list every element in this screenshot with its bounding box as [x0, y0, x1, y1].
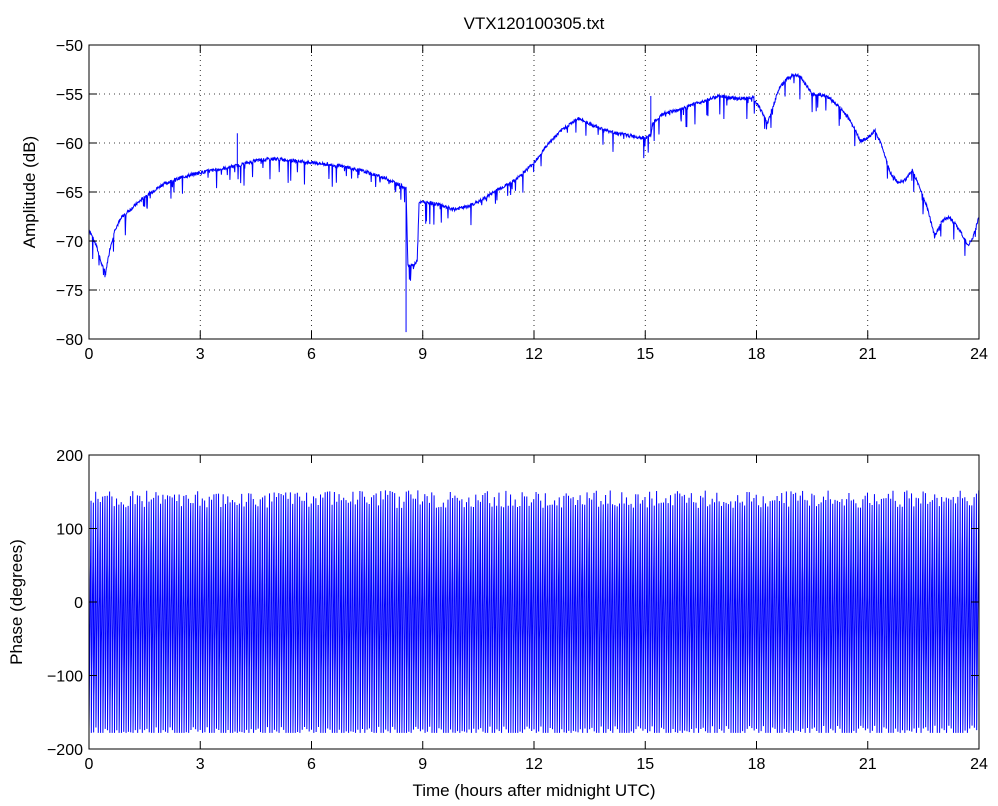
amplitude-y-tick-label: −75: [56, 283, 83, 300]
amplitude-line: [88, 72, 980, 333]
phase-y-tick-label: 200: [56, 448, 83, 465]
phase-x-tick-label: 24: [970, 756, 988, 773]
phase-y-tick-label: −200: [47, 742, 83, 759]
amplitude-x-tick-label: 0: [85, 346, 94, 363]
amplitude-x-tick-label: 6: [307, 346, 316, 363]
phase-x-tick-label: 15: [636, 756, 654, 773]
amplitude-y-tick-label: −50: [56, 38, 83, 55]
amplitude-series: [88, 72, 980, 333]
phase-x-label: Time (hours after midnight UTC): [412, 781, 655, 800]
amplitude-x-tick-label: 24: [970, 346, 988, 363]
amplitude-grid: [89, 45, 979, 339]
amplitude-x-tick-label: 15: [636, 346, 654, 363]
amplitude-plot: VTX120100305.txt 0 3 6 9 12 15 18 21 24 −80 −75 −70…: [20, 14, 988, 363]
phase-x-tick-label: 9: [418, 756, 427, 773]
amplitude-x-tick-label: 12: [525, 346, 543, 363]
amplitude-y-tick-label: −70: [56, 234, 83, 251]
phase-y-tick-label: −100: [47, 669, 83, 686]
amplitude-y-tick-label: −55: [56, 87, 83, 104]
amplitude-x-tick-label: 21: [859, 346, 877, 363]
chart-title: VTX120100305.txt: [464, 14, 605, 33]
phase-x-tick-label: 21: [859, 756, 877, 773]
phase-x-tick-label: 3: [196, 756, 205, 773]
phase-x-tick-label: 6: [307, 756, 316, 773]
phase-ticks: 0 3 6 9 12 15 18 21 24 −200 −100 0 100 200: [47, 448, 988, 773]
amplitude-x-tick-label: 3: [196, 346, 205, 363]
amplitude-y-label: Amplitude (dB): [20, 136, 39, 248]
phase-series: [88, 490, 980, 733]
phase-y-label: Phase (degrees): [7, 539, 26, 665]
amplitude-y-tick-label: −65: [56, 185, 83, 202]
phase-y-tick-label: 0: [74, 595, 83, 612]
phase-line: [88, 490, 980, 733]
phase-y-tick-label: 100: [56, 522, 83, 539]
phase-x-tick-label: 18: [748, 756, 766, 773]
phase-x-tick-label: 12: [525, 756, 543, 773]
phase-plot: 0 3 6 9 12 15 18 21 24 −200 −100 0 100 200 Phase (deg…: [7, 448, 988, 800]
amplitude-x-tick-label: 9: [418, 346, 427, 363]
amplitude-ticks: 0 3 6 9 12 15 18 21 24 −80 −75 −70 −65 −60 −55 −50: [56, 38, 988, 363]
amplitude-y-tick-label: −80: [56, 332, 83, 349]
amplitude-y-tick-label: −60: [56, 136, 83, 153]
amplitude-x-tick-label: 18: [748, 346, 766, 363]
phase-x-tick-label: 0: [85, 756, 94, 773]
